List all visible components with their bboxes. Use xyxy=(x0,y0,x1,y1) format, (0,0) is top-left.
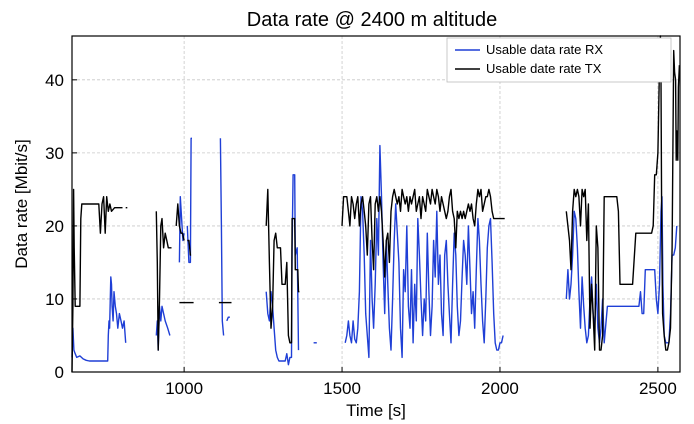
series-line-segment xyxy=(186,137,192,264)
series-line-segment xyxy=(344,144,504,359)
series-tx xyxy=(71,35,681,373)
y-axis-ticks: 0 10 20 30 40 xyxy=(45,71,77,382)
series-line-segment xyxy=(187,239,192,256)
legend-box xyxy=(446,37,672,83)
y-tick-label: 0 xyxy=(55,363,64,382)
series-line-segment xyxy=(265,188,300,344)
series-line-segment xyxy=(219,138,225,336)
series-line-segment xyxy=(175,203,185,241)
series-line-segment xyxy=(565,195,678,344)
legend-label-tx: Usable date rate TX xyxy=(486,61,602,76)
x-tick-label: 1000 xyxy=(165,379,203,398)
series-line-segment xyxy=(265,174,300,366)
x-axis-label: Time [s] xyxy=(346,401,406,420)
x-tick-label: 1500 xyxy=(323,379,361,398)
y-axis-label: Data rate [Mbit/s] xyxy=(12,139,31,268)
chart-title: Data rate @ 2400 m altitude xyxy=(247,9,497,31)
series-line-segment xyxy=(565,35,681,351)
y-tick-label: 20 xyxy=(45,217,64,236)
series-line-segment xyxy=(71,188,123,373)
legend-label-rx: Usable data rate RX xyxy=(486,42,603,57)
y-tick-label: 30 xyxy=(45,144,64,163)
x-tick-label: 2000 xyxy=(481,379,519,398)
series-line-segment xyxy=(341,188,505,278)
series-line-segment xyxy=(71,276,127,362)
series-line-segment xyxy=(155,211,172,351)
x-axis-ticks: 1000 1500 2000 2500 xyxy=(165,367,677,398)
legend: Usable data rate RX Usable date rate TX xyxy=(446,37,672,83)
series-line-segment xyxy=(226,316,230,322)
x-tick-label: 2500 xyxy=(639,379,677,398)
series-layer xyxy=(71,35,681,373)
y-tick-label: 10 xyxy=(45,290,64,309)
y-tick-label: 40 xyxy=(45,71,64,90)
plot-frame xyxy=(71,35,681,373)
